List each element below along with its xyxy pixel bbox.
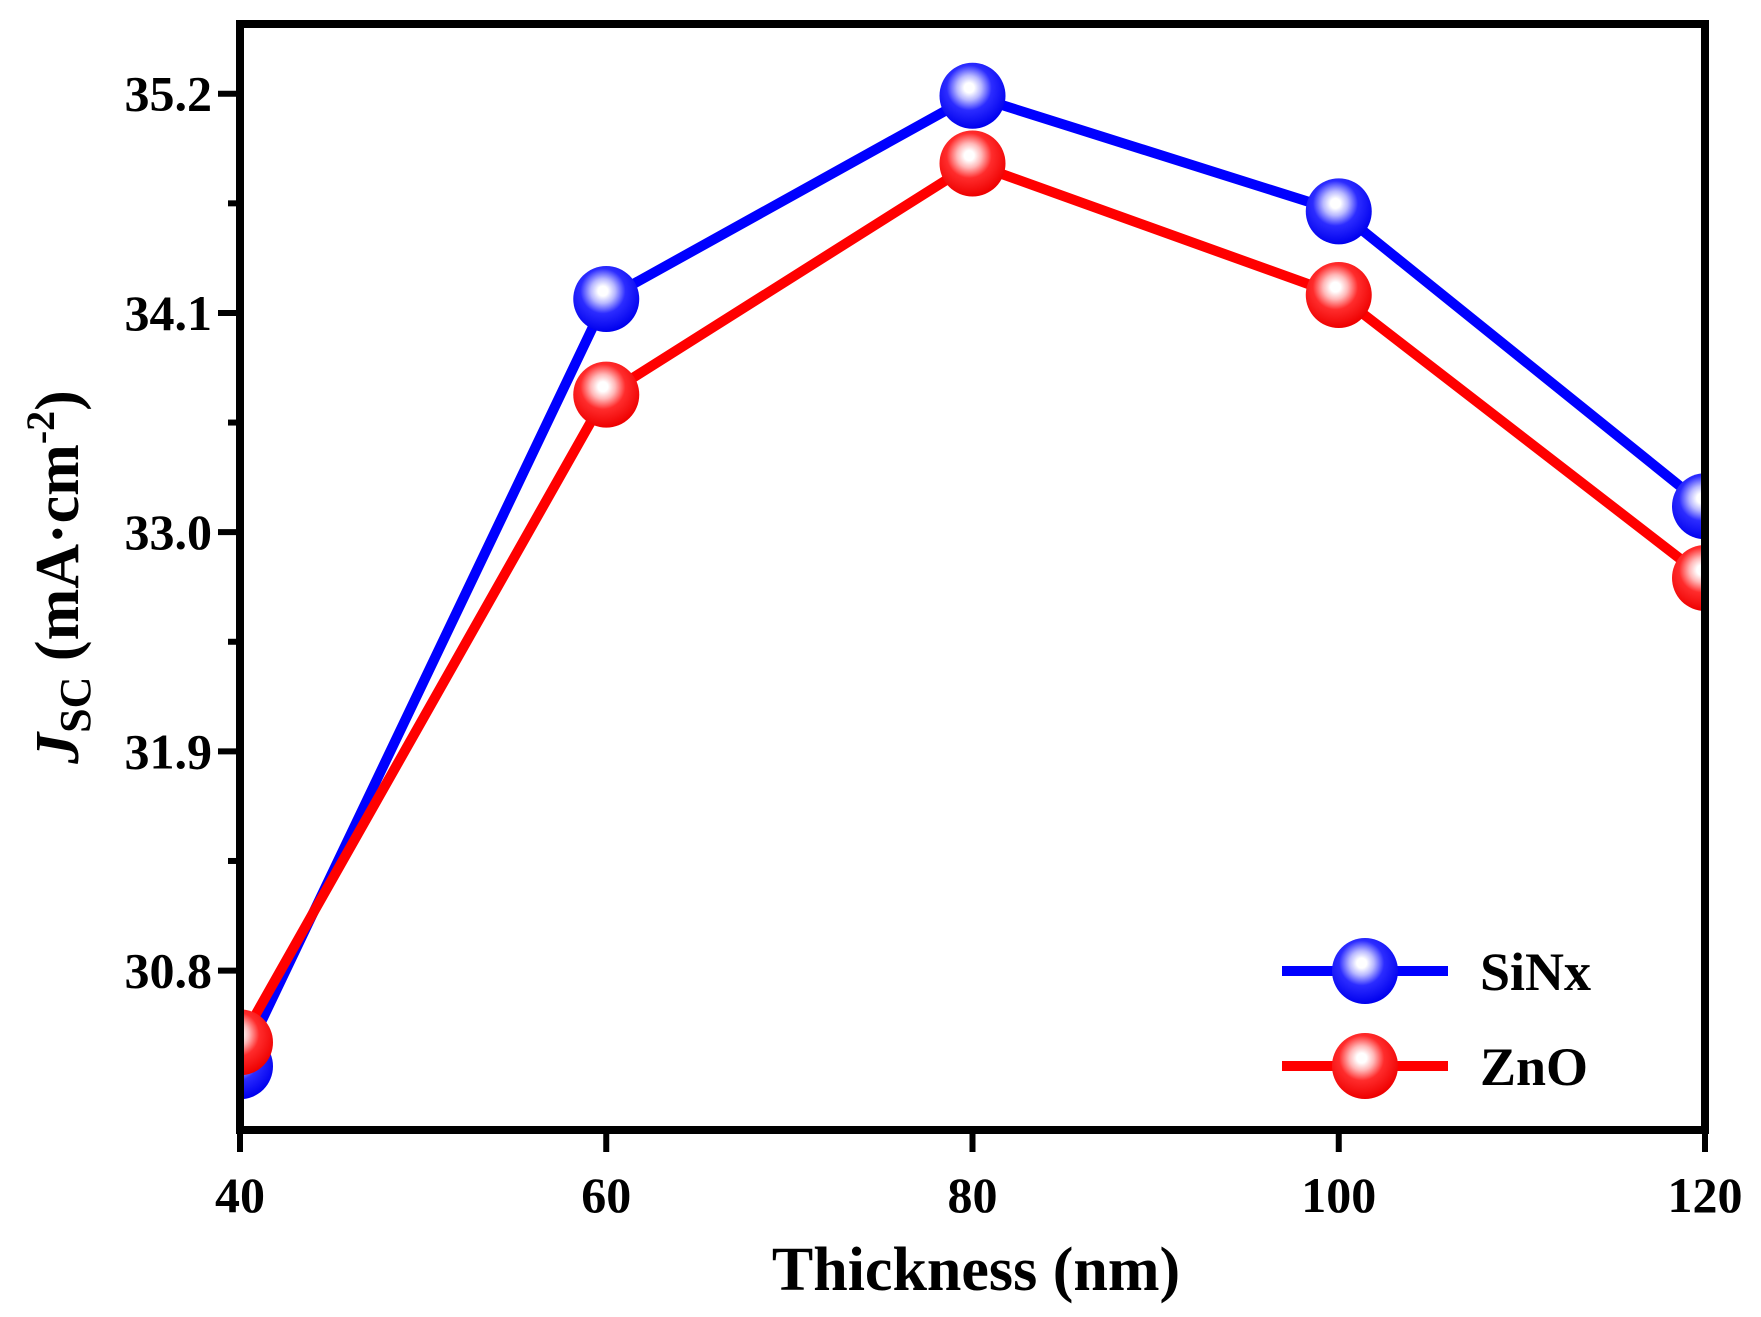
- data-point-zno: [939, 130, 1006, 197]
- data-point-sinx: [573, 266, 640, 333]
- x-tick-label: 120: [1668, 1167, 1743, 1223]
- x-tick-label: 40: [215, 1167, 265, 1223]
- series-zno: [240, 130, 1705, 1076]
- y-tick-label: 30.8: [125, 943, 213, 999]
- y-axis-subscript: SC: [51, 677, 100, 733]
- y-tick-label: 34.1: [125, 285, 213, 341]
- data-point-zno: [573, 361, 640, 428]
- y-axis-unit-close: ): [24, 390, 92, 411]
- legend-label-zno: ZnO: [1480, 1037, 1588, 1097]
- y-axis-symbol: J: [24, 731, 92, 765]
- plot-frame: [236, 20, 1709, 1134]
- series-layer: [240, 62, 1705, 1100]
- x-tick-label: 100: [1301, 1167, 1376, 1223]
- y-axis-unit-exponent: -2: [18, 411, 63, 444]
- y-axis-unit: (mA·cm: [24, 444, 92, 676]
- y-axis-title: JSC (mA·cm-2): [18, 390, 100, 765]
- data-point-zno: [240, 1009, 273, 1076]
- legend-marker-sinx: [1332, 938, 1398, 1004]
- data-point-sinx: [1672, 473, 1705, 540]
- x-axis-title: Thickness (nm): [772, 1236, 1180, 1304]
- data-point-sinx: [939, 62, 1006, 129]
- x-tick-label: 60: [581, 1167, 631, 1223]
- x-tick-label: 80: [948, 1167, 998, 1223]
- y-tick-label: 35.2: [125, 66, 213, 122]
- legend-label-sinx: SiNx: [1480, 942, 1591, 1002]
- y-tick-label: 33.0: [125, 504, 213, 560]
- data-point-zno: [1672, 545, 1705, 611]
- legend-marker-zno: [1332, 1033, 1398, 1099]
- series-sinx: [240, 62, 1705, 1100]
- data-point-sinx: [1305, 178, 1372, 245]
- data-point-zno: [1305, 262, 1372, 329]
- legend: SiNx ZnO: [1282, 938, 1591, 1099]
- y-tick-label: 31.9: [125, 723, 213, 779]
- series-line-sinx: [240, 90, 1705, 1069]
